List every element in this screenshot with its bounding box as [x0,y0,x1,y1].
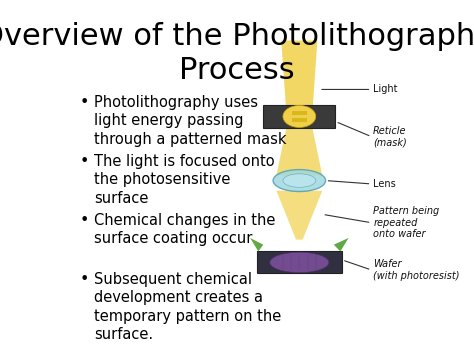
Ellipse shape [283,105,316,127]
Text: •: • [80,154,89,169]
Polygon shape [281,40,318,111]
Text: Wafer
(with photoresist): Wafer (with photoresist) [373,259,460,281]
Text: •: • [80,213,89,228]
Bar [301,111,307,115]
Bar [301,118,307,121]
Text: •: • [80,272,89,287]
Bar [292,118,297,121]
Polygon shape [276,191,322,240]
Text: Reticle
(mask): Reticle (mask) [373,126,407,147]
Text: Photolithography uses
light energy passing
through a patterned mask: Photolithography uses light energy passi… [94,94,287,147]
Ellipse shape [270,252,329,273]
Text: Light: Light [373,84,398,94]
Bar [297,118,302,121]
Text: Overview of the Photolithography
Process: Overview of the Photolithography Process [0,22,474,84]
FancyBboxPatch shape [263,105,336,128]
Text: The light is focused onto
the photosensitive
surface: The light is focused onto the photosensi… [94,154,275,206]
Text: •: • [80,94,89,109]
Text: Subsequent chemical
development creates a
temporary pattern on the
surface.: Subsequent chemical development creates … [94,272,282,343]
Text: Lens: Lens [373,179,396,189]
Polygon shape [250,238,263,251]
Polygon shape [276,128,322,175]
Ellipse shape [273,170,326,192]
Text: Pattern being
repeated
onto wafer: Pattern being repeated onto wafer [373,206,439,239]
Bar [292,111,297,115]
Polygon shape [334,238,348,251]
Ellipse shape [283,174,316,187]
Bar [297,111,302,115]
FancyBboxPatch shape [257,251,342,273]
Text: Chemical changes in the
surface coating occur: Chemical changes in the surface coating … [94,213,276,246]
